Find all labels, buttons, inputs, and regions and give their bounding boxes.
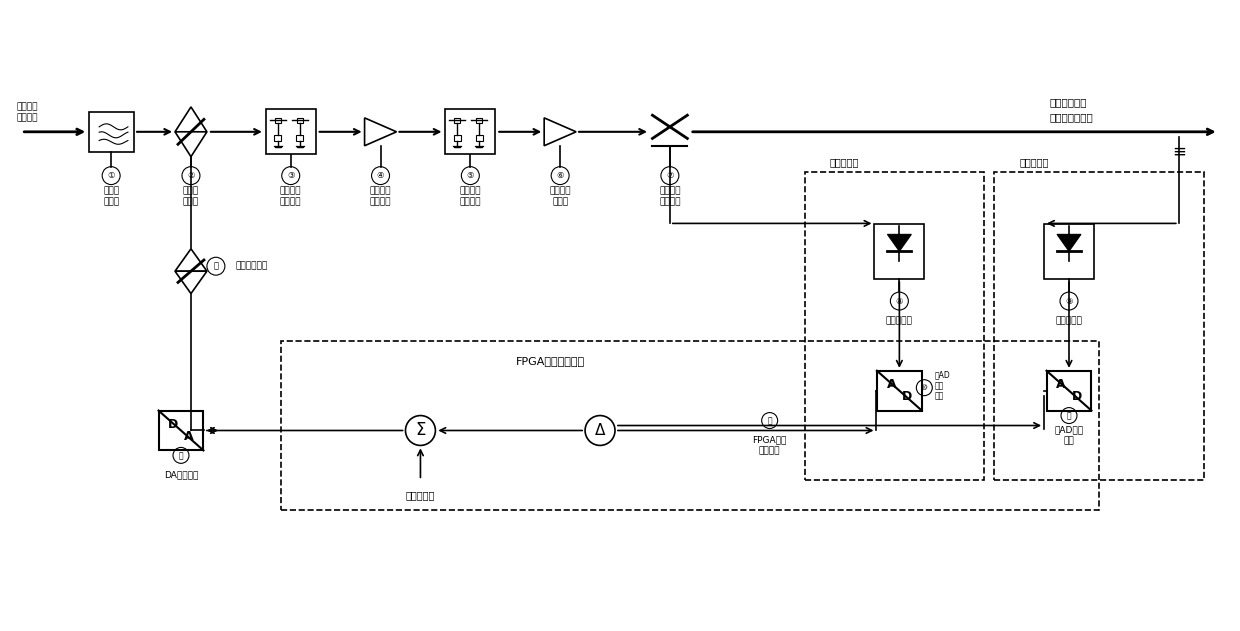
Text: 主检波单元: 主检波单元 [885, 317, 913, 326]
Polygon shape [175, 107, 207, 132]
Text: 第二阻抗
匹配单元: 第二阻抗 匹配单元 [460, 187, 481, 206]
Text: ⑥: ⑥ [557, 171, 564, 180]
Text: Σ: Σ [415, 422, 425, 440]
Bar [1044, 224, 1094, 279]
Text: 压控衰
减单元: 压控衰 减单元 [184, 187, 200, 206]
Bar [274, 135, 281, 141]
Text: FPGA数据
处理单元: FPGA数据 处理单元 [753, 436, 787, 455]
Text: 预校准参考: 预校准参考 [405, 490, 435, 500]
Polygon shape [544, 118, 577, 146]
Text: ⑧: ⑧ [895, 297, 903, 305]
Text: DA控制单元: DA控制单元 [164, 471, 198, 480]
Text: A: A [1056, 378, 1066, 391]
Text: 主检波电路: 主检波电路 [830, 156, 859, 167]
Text: 主AD
变换
单元: 主AD 变换 单元 [934, 371, 950, 401]
Bar [1047, 371, 1091, 411]
Text: 控制转换单元: 控制转换单元 [236, 262, 268, 271]
Text: 宽带通信
信号输入: 宽带通信 信号输入 [16, 102, 38, 122]
Bar [89, 112, 134, 151]
Text: 选频滤
波单元: 选频滤 波单元 [103, 187, 119, 206]
Text: 辅AD变换
单元: 辅AD变换 单元 [1054, 426, 1084, 445]
Polygon shape [365, 118, 397, 146]
Text: 宽带通信信号: 宽带通信信号 [1049, 97, 1086, 107]
Bar [275, 118, 280, 123]
Text: 辅检波电路: 辅检波电路 [1019, 156, 1049, 167]
Text: FPGA高速数据处理: FPGA高速数据处理 [516, 356, 585, 366]
Text: ⑩: ⑩ [921, 383, 928, 392]
Bar [454, 118, 460, 123]
Bar [877, 371, 921, 411]
Text: ③: ③ [286, 171, 294, 180]
Text: ⑦: ⑦ [666, 171, 673, 180]
Text: ⑭: ⑭ [213, 262, 218, 271]
Polygon shape [1056, 234, 1081, 251]
Text: D: D [903, 390, 913, 403]
Polygon shape [175, 132, 207, 156]
Text: 辅检波单元: 辅检波单元 [1055, 317, 1083, 326]
Bar [296, 135, 304, 141]
Bar [296, 118, 303, 123]
Bar [476, 135, 482, 141]
Text: ⑬: ⑬ [179, 451, 184, 460]
Text: ④: ④ [377, 171, 384, 180]
Text: ⑨: ⑨ [1065, 297, 1073, 305]
Polygon shape [175, 271, 207, 293]
Bar [805, 172, 985, 480]
Bar [280, 341, 1099, 510]
Polygon shape [888, 234, 911, 251]
Text: ⑤: ⑤ [466, 171, 474, 180]
Text: 通道补偿
放大单元: 通道补偿 放大单元 [370, 187, 392, 206]
Text: 电平高精度输出: 电平高精度输出 [1049, 112, 1092, 122]
Text: ≡: ≡ [1172, 143, 1185, 161]
Bar [874, 224, 924, 279]
Bar [159, 411, 203, 451]
Text: D: D [1071, 390, 1083, 403]
Text: ②: ② [187, 171, 195, 180]
Text: A: A [185, 430, 193, 443]
Text: D: D [167, 418, 179, 431]
Bar [445, 109, 495, 154]
Bar [454, 135, 461, 141]
Bar [476, 118, 482, 123]
Bar [994, 172, 1204, 480]
Bar [265, 109, 316, 154]
Text: ①: ① [108, 171, 115, 180]
Text: 宽带信号
耦合单元: 宽带信号 耦合单元 [660, 187, 681, 206]
Polygon shape [175, 249, 207, 271]
Text: 高功率放
大单元: 高功率放 大单元 [549, 187, 570, 206]
Text: ⑫: ⑫ [768, 416, 773, 425]
Text: 第一阻抗
匹配单元: 第一阻抗 匹配单元 [280, 187, 301, 206]
Text: ⑪: ⑪ [1066, 411, 1071, 420]
Text: A: A [887, 378, 897, 391]
Text: Δ: Δ [595, 423, 605, 438]
